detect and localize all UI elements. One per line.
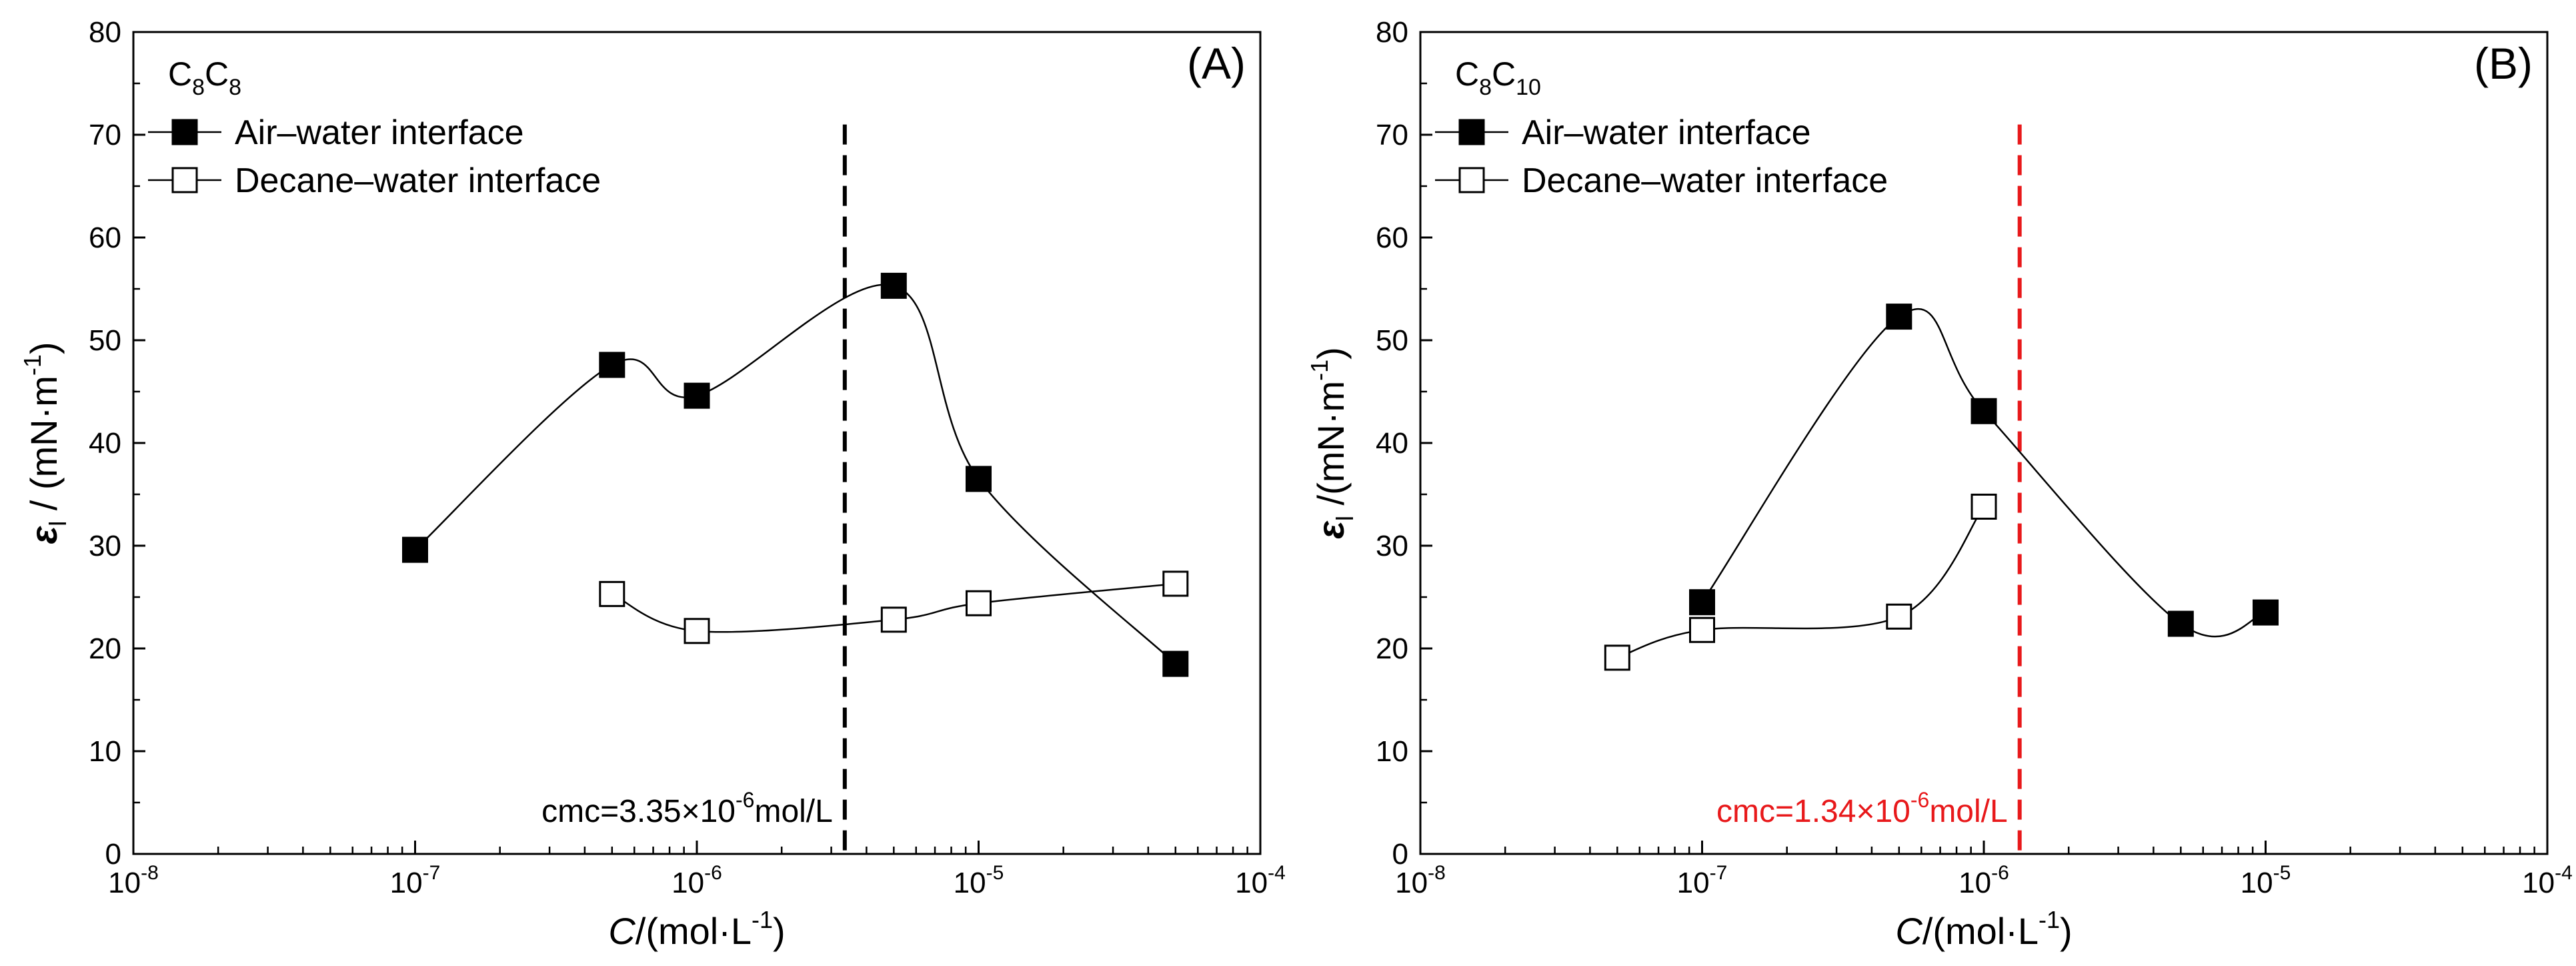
- y-axis-label: εl / (mN·m-1): [19, 342, 71, 544]
- series-line-1: [1701, 308, 2266, 638]
- data-point-series-2: [966, 590, 992, 616]
- y-tick-label: 80: [89, 16, 121, 49]
- panel-label: (A): [1187, 39, 1246, 88]
- data-point-series-1: [880, 272, 907, 299]
- x-tick-label: 10-8: [108, 862, 159, 899]
- legend-marker: [1458, 119, 1485, 145]
- y-tick-label: 70: [89, 119, 121, 151]
- x-tick-label: 10-7: [1677, 862, 1728, 899]
- data-point-series-1: [684, 382, 710, 409]
- y-tick-label: 80: [1376, 16, 1408, 49]
- data-point-series-2: [599, 580, 625, 607]
- data-point-series-1: [599, 352, 625, 378]
- legend-marker: [1458, 167, 1485, 193]
- y-tick-label: 10: [1376, 735, 1408, 768]
- series-line-2: [1616, 506, 1985, 659]
- compound-label: C8C8: [168, 55, 241, 100]
- data-point-series-1: [402, 536, 428, 563]
- legend-entry: Decane–water interface: [235, 161, 601, 200]
- y-tick-label: 50: [1376, 324, 1408, 357]
- cmc-label: cmc=3.35×10-6mol/L: [541, 788, 833, 829]
- x-tick-label: 10-6: [1959, 862, 2009, 899]
- data-point-series-2: [1162, 570, 1189, 597]
- data-point-series-2: [1604, 644, 1630, 671]
- data-point-series-2: [1689, 616, 1715, 643]
- y-tick-label: 40: [1376, 427, 1408, 460]
- data-point-series-1: [1886, 304, 1912, 330]
- y-axis-label: εl /(mN·m-1): [1306, 347, 1358, 539]
- y-tick-label: 20: [1376, 632, 1408, 665]
- x-axis-label: C/(mol·L-1): [1895, 906, 2072, 952]
- legend-marker: [171, 167, 198, 193]
- x-tick-label: 10-6: [672, 862, 722, 899]
- data-point-series-2: [684, 618, 710, 644]
- data-point-series-1: [1689, 589, 1715, 616]
- y-tick-label: 40: [89, 427, 121, 460]
- data-point-series-1: [966, 466, 992, 492]
- chart-panel-a: 0 10 20 30 40 50 60 70 80 10-8 10-7 10-6 10-5 10-4 C/(…: [19, 16, 1286, 952]
- cmc-label: cmc=1.34×10-6mol/L: [1716, 788, 2008, 829]
- panel-label: (B): [2474, 39, 2533, 88]
- y-tick-label: 10: [89, 735, 121, 768]
- y-tick-label: 20: [89, 632, 121, 665]
- plot-frame: [132, 31, 1262, 855]
- legend-entry: Air–water interface: [235, 113, 524, 152]
- x-tick-label: 10-4: [2522, 862, 2573, 899]
- legend-entry: Air–water interface: [1522, 113, 1811, 152]
- x-tick-label: 10-4: [1235, 862, 1286, 899]
- data-point-series-2: [880, 606, 907, 633]
- y-tick-label: 70: [1376, 119, 1408, 151]
- x-tick-label: 10-8: [1395, 862, 1446, 899]
- y-tick-label: 30: [89, 530, 121, 562]
- data-point-series-2: [1971, 493, 1997, 520]
- data-point-series-1: [2253, 599, 2279, 626]
- data-point-series-1: [2167, 610, 2194, 637]
- data-point-series-1: [1971, 398, 1997, 424]
- y-tick-label: 50: [89, 324, 121, 357]
- y-tick-label: 0: [1392, 838, 1408, 871]
- legend-entry: Decane–water interface: [1522, 161, 1888, 200]
- data-point-series-2: [1886, 603, 1912, 630]
- x-tick-label: 10-7: [390, 862, 441, 899]
- x-axis-label: C/(mol·L-1): [608, 906, 785, 952]
- data-point-series-1: [1162, 650, 1189, 677]
- legend-marker: [171, 119, 198, 145]
- y-tick-label: 60: [89, 221, 121, 254]
- x-tick-label: 10-5: [954, 862, 1004, 899]
- x-tick-label: 10-5: [2241, 862, 2291, 899]
- chart-panel-b: 0 10 20 30 40 50 60 70 80 10-8 10-7 10-6 10-5 10-4 C/(…: [1306, 16, 2573, 952]
- plot-frame: [1419, 31, 2549, 855]
- y-tick-label: 0: [105, 838, 121, 871]
- series-line-1: [414, 284, 1176, 665]
- compound-label: C8C10: [1455, 55, 1541, 100]
- y-tick-label: 30: [1376, 530, 1408, 562]
- y-tick-label: 60: [1376, 221, 1408, 254]
